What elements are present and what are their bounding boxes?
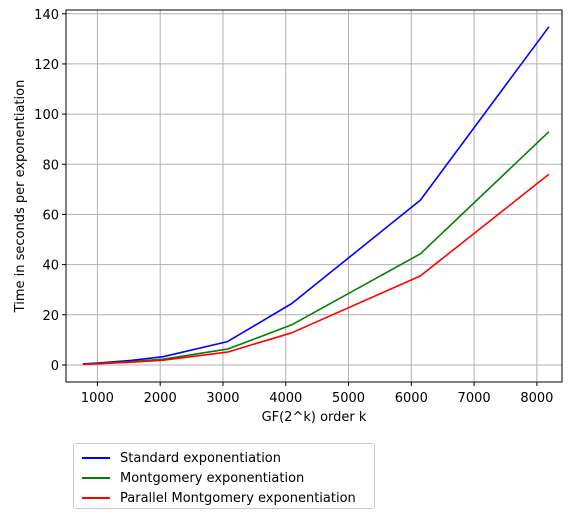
legend-swatch: [82, 457, 110, 459]
x-tick-label: 3000: [206, 391, 239, 406]
x-axis-label: GF(2^k) order k: [262, 410, 367, 425]
x-tick-label: 4000: [269, 391, 302, 406]
x-tick-label: 7000: [458, 391, 491, 406]
series-line-1: [82, 26, 550, 365]
grid-lines: [66, 10, 562, 382]
legend-item: Standard exponentiation: [82, 448, 368, 468]
y-tick-label: 80: [42, 158, 59, 173]
y-tick-label: 100: [34, 108, 59, 123]
series-line-2: [82, 131, 550, 365]
legend-item: Parallel Montgomery exponentiation: [82, 488, 368, 508]
y-axis: 0 20 40 60 80 100 120 140: [34, 8, 66, 374]
legend-item: Montgomery exponentiation: [82, 468, 368, 488]
legend: Standard exponentiation Montgomery expone…: [73, 443, 375, 509]
y-tick-label: 60: [42, 208, 59, 223]
legend-swatch: [82, 497, 110, 499]
x-tick-label: 8000: [520, 391, 553, 406]
legend-swatch: [82, 477, 110, 479]
y-tick-label: 140: [34, 8, 59, 23]
y-tick-label: 120: [34, 58, 59, 73]
x-tick-label: 2000: [144, 391, 177, 406]
x-tick-label: 5000: [332, 391, 365, 406]
x-axis: 1000 2000 3000 4000 5000 6000 7000 8000: [81, 382, 553, 406]
y-tick-label: 40: [42, 259, 59, 274]
y-tick-label: 0: [51, 359, 59, 374]
legend-label: Parallel Montgomery exponentiation: [120, 490, 356, 506]
y-axis-label: Time in seconds per exponentiation: [13, 80, 28, 314]
plot-frame: [65, 9, 563, 383]
series-layer: [82, 26, 550, 366]
y-tick-label: 20: [42, 309, 59, 324]
series-line-3: [82, 173, 550, 366]
legend-label: Montgomery exponentiation: [120, 470, 305, 486]
legend-label: Standard exponentiation: [120, 450, 281, 466]
x-tick-label: 6000: [395, 391, 428, 406]
chart: 1000 2000 3000 4000 5000 6000 7000 8000 0 20 40 60…: [13, 8, 563, 425]
x-tick-label: 1000: [81, 391, 114, 406]
